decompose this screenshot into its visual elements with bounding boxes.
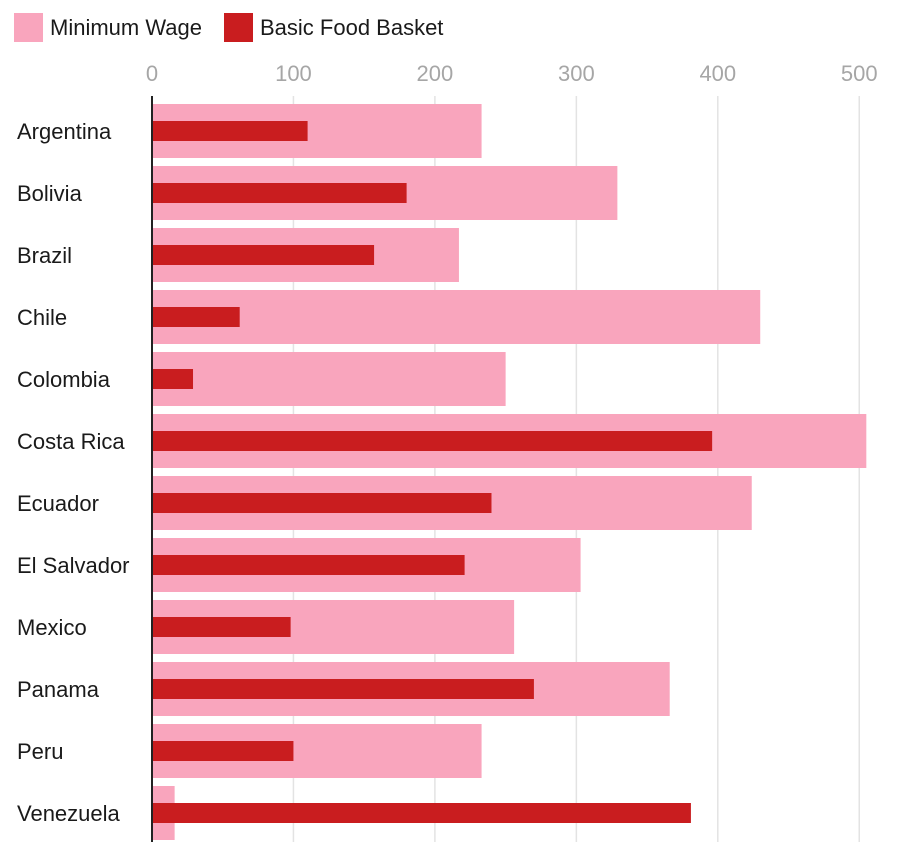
bar-basic-food-basket-panama: [152, 679, 534, 699]
bar-basic-food-basket-ecuador: [152, 493, 492, 513]
bar-basic-food-basket-argentina: [152, 121, 308, 141]
bar-basic-food-basket-bolivia: [152, 183, 407, 203]
category-label-ecuador: Ecuador: [17, 491, 99, 516]
category-label-panama: Panama: [17, 677, 100, 702]
category-label-bolivia: Bolivia: [17, 181, 83, 206]
legend-label-1: Basic Food Basket: [260, 15, 443, 40]
x-tick-label-200: 200: [417, 61, 454, 86]
bar-basic-food-basket-costa-rica: [152, 431, 713, 451]
category-label-brazil: Brazil: [17, 243, 72, 268]
category-label-el-salvador: El Salvador: [17, 553, 130, 578]
bar-minimum-wage-chile: [152, 290, 761, 344]
category-label-peru: Peru: [17, 739, 63, 764]
legend-swatch-1: [224, 13, 253, 42]
category-label-chile: Chile: [17, 305, 67, 330]
x-tick-label-100: 100: [275, 61, 312, 86]
bar-basic-food-basket-brazil: [152, 245, 375, 265]
x-tick-label-500: 500: [841, 61, 878, 86]
x-tick-label-300: 300: [558, 61, 595, 86]
bar-minimum-wage-colombia: [152, 352, 506, 406]
category-label-venezuela: Venezuela: [17, 801, 121, 826]
category-label-colombia: Colombia: [17, 367, 111, 392]
bar-basic-food-basket-colombia: [152, 369, 194, 389]
bar-basic-food-basket-mexico: [152, 617, 291, 637]
bar-basic-food-basket-venezuela: [152, 803, 691, 823]
bar-basic-food-basket-peru: [152, 741, 294, 761]
legend-swatch-0: [14, 13, 43, 42]
legend-label-0: Minimum Wage: [50, 15, 202, 40]
category-label-costa-rica: Costa Rica: [17, 429, 125, 454]
category-label-mexico: Mexico: [17, 615, 87, 640]
bar-basic-food-basket-chile: [152, 307, 240, 327]
bar-basic-food-basket-el-salvador: [152, 555, 465, 575]
x-tick-label-0: 0: [146, 61, 158, 86]
category-label-argentina: Argentina: [17, 119, 112, 144]
x-tick-label-400: 400: [699, 61, 736, 86]
